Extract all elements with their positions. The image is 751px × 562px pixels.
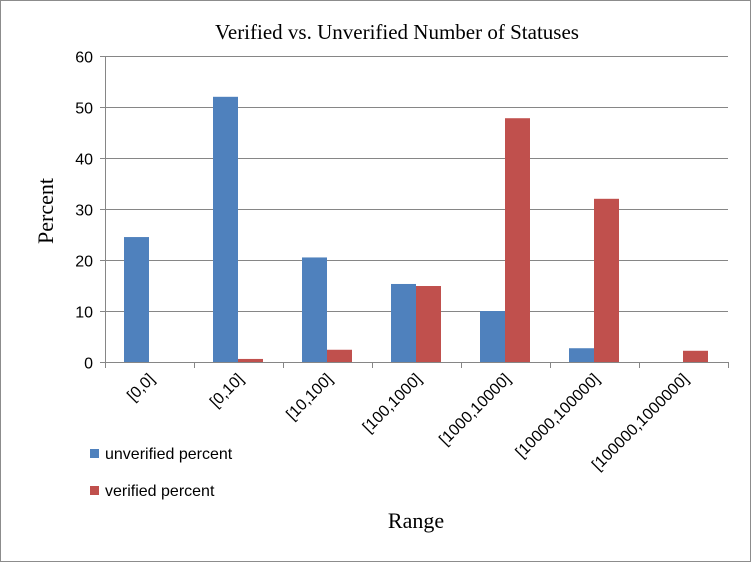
y-tick-label: 20 xyxy=(75,254,93,271)
y-tick-label: 60 xyxy=(75,50,93,67)
bar-unverified-3 xyxy=(391,283,416,362)
y-tick-labels: 0 10 20 30 40 50 60 xyxy=(75,50,105,373)
y-tick-label: 0 xyxy=(84,356,93,373)
bar-verified-5 xyxy=(594,198,619,362)
bar-verified-3 xyxy=(416,286,441,362)
x-tick-label: [0,0] xyxy=(124,371,158,405)
bar-verified-4 xyxy=(505,118,530,362)
x-tick-label: [10000,100000] xyxy=(513,371,604,462)
bar-unverified-1 xyxy=(213,96,238,363)
legend: unverified percent verified percent xyxy=(90,446,233,500)
y-tick-label: 10 xyxy=(75,305,93,322)
bars xyxy=(124,96,708,363)
bar-unverified-2 xyxy=(302,257,327,362)
chart-title: Verified vs. Unverified Number of Status… xyxy=(215,20,579,44)
y-axis-title: Percent xyxy=(33,178,58,244)
x-tick-label: [10,100] xyxy=(283,371,336,424)
x-tick-label: [100,1000] xyxy=(360,371,425,436)
gridlines xyxy=(105,56,728,312)
bar-verified-1 xyxy=(238,358,263,362)
bar-unverified-5 xyxy=(569,348,594,362)
legend-label: unverified percent xyxy=(105,446,233,463)
bar-unverified-0 xyxy=(124,237,149,362)
y-tick-label: 50 xyxy=(75,101,93,118)
legend-label: verified percent xyxy=(105,483,215,500)
legend-swatch xyxy=(90,449,99,458)
x-tick-label: [0,10] xyxy=(207,371,247,411)
axes xyxy=(105,56,729,368)
x-axis-title: Range xyxy=(388,508,444,533)
bar-unverified-4 xyxy=(480,311,505,362)
y-tick-label: 30 xyxy=(75,203,93,220)
x-tick-label: [100000,1000000] xyxy=(589,371,692,474)
bar-verified-6 xyxy=(683,350,708,362)
x-tick-label: [1000,10000] xyxy=(436,371,514,449)
bar-verified-2 xyxy=(327,349,352,362)
y-tick-label: 40 xyxy=(75,152,93,169)
legend-swatch xyxy=(90,486,99,495)
